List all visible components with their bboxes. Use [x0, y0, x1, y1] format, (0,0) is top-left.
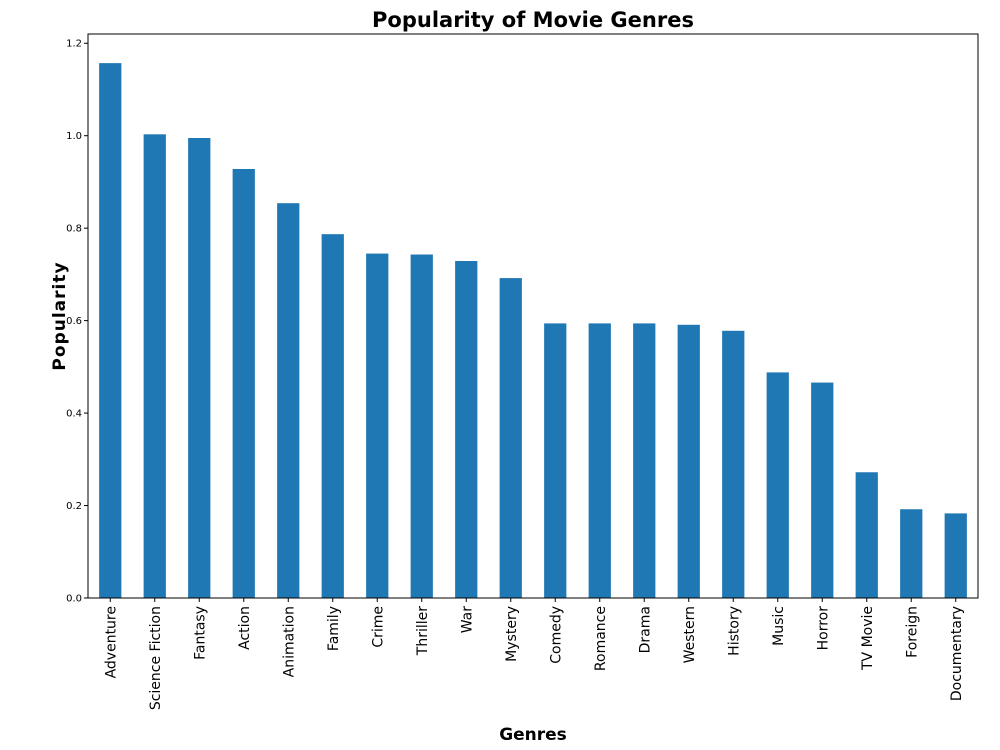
y-tick-label: 1.2: [66, 39, 82, 50]
plot-frame: [87, 33, 979, 599]
x-tick-label: Family: [326, 606, 342, 651]
y-tick-label: 0.0: [66, 594, 82, 605]
bar-thriller: [410, 254, 433, 598]
x-tick-label: History: [726, 606, 742, 656]
bar-romance: [588, 323, 611, 598]
y-tick-label: 0.2: [66, 501, 82, 512]
x-tick-label: Documentary: [949, 606, 965, 701]
x-tick-label: Action: [237, 606, 253, 650]
x-axis: Adventure Science Fiction Fantasy Action Ani…: [103, 598, 965, 710]
bar-tv-movie: [855, 472, 878, 598]
bar-foreign: [900, 509, 923, 598]
x-tick-label: War: [459, 606, 475, 634]
bar-family: [321, 234, 344, 598]
bar-fantasy: [188, 138, 211, 598]
x-tick-label: Comedy: [548, 606, 564, 664]
x-tick-label: Foreign: [904, 606, 920, 658]
bar-documentary: [944, 513, 967, 598]
bar-crime: [366, 253, 389, 599]
bar-war: [455, 260, 478, 598]
x-tick-label: Thriller: [415, 606, 431, 656]
bar-action: [232, 168, 255, 598]
x-tick-label: TV Movie: [860, 606, 876, 671]
y-tick-label: 0.4: [66, 409, 82, 420]
x-axis-title: Genres: [499, 725, 567, 745]
bar-drama: [633, 323, 656, 598]
y-tick-label: 0.6: [66, 316, 82, 327]
x-tick-label: Romance: [593, 606, 609, 671]
x-tick-label: Mystery: [504, 606, 520, 662]
x-tick-label: Science Fiction: [148, 606, 164, 710]
y-axis: 0.0 0.2 0.4 0.6 0.8 1.0 1.2: [66, 39, 88, 605]
bar-western: [677, 324, 700, 598]
bar-comedy: [544, 323, 567, 598]
bar-horror: [811, 382, 834, 598]
bar-adventure: [99, 63, 122, 599]
x-tick-label: Animation: [281, 606, 297, 677]
x-tick-label: Western: [682, 606, 698, 663]
x-tick-label: Fantasy: [192, 606, 208, 660]
bar-animation: [277, 203, 300, 598]
y-tick-label: 1.0: [66, 131, 82, 142]
y-tick-label: 0.8: [66, 224, 82, 235]
y-axis-title: Popularity: [50, 261, 70, 370]
x-tick-label: Drama: [637, 606, 653, 653]
bar-history: [722, 330, 745, 598]
bars-group: [99, 63, 967, 599]
bar-mystery: [499, 278, 522, 598]
chart-title: Popularity of Movie Genres: [372, 8, 694, 32]
bar-music: [766, 372, 789, 598]
x-tick-label: Adventure: [103, 606, 119, 678]
x-tick-label: Crime: [370, 606, 386, 648]
x-tick-label: Horror: [815, 606, 831, 651]
x-tick-label: Music: [771, 606, 787, 646]
bar-science-fiction: [143, 134, 166, 598]
